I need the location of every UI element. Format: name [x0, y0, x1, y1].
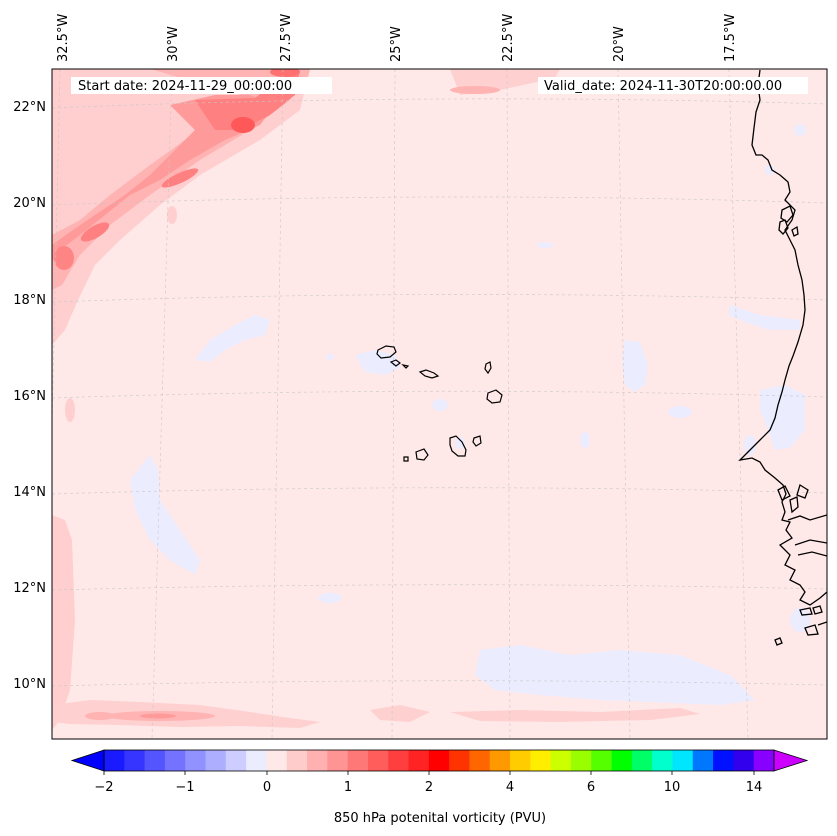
colorbar-segment [631, 750, 653, 771]
lat-label-18n: 18°N [13, 293, 46, 308]
colorbar-segment [469, 750, 491, 771]
colorbar-segment [124, 750, 146, 771]
pv-positive-band-west [52, 515, 75, 730]
colorbar-segment [144, 750, 166, 771]
cbar-tick-label: −1 [175, 780, 194, 795]
colorbar-segment [753, 750, 775, 771]
colorbar-segment [266, 750, 288, 771]
cbar-tick-label: 10 [664, 780, 681, 795]
colorbar-segment [449, 750, 470, 771]
cbar-tick-label: 2 [425, 780, 433, 795]
lat-label-10n: 10°N [13, 677, 46, 692]
colorbar: −2 −1 0 1 2 4 6 10 14 850 hPa potenital … [70, 749, 809, 826]
brava-island [403, 456, 409, 462]
lon-label-17-5w: 17.5°W [723, 14, 738, 62]
colorbar-ticks [103, 771, 755, 775]
colorbar-segment [104, 750, 125, 771]
colorbar-segment [530, 750, 552, 771]
colorbar-label: 850 hPa potenital vorticity (PVU) [334, 811, 546, 826]
colorbar-segment [388, 750, 410, 771]
colorbar-segment [692, 750, 714, 771]
santo-antao-island [376, 345, 397, 359]
date-header: Start date: 2024-11-29_00:00:00 Valid_da… [71, 77, 808, 94]
colorbar-frame [103, 749, 775, 772]
cbar-tick-label: 4 [506, 780, 514, 795]
colorbar-segment [591, 750, 613, 771]
colorbar-extend-high [773, 749, 809, 772]
start-date-box [71, 77, 332, 94]
colorbar-segment [286, 750, 308, 771]
pv-positive-band-south [52, 700, 700, 728]
lon-label-30w: 30°W [166, 26, 181, 62]
lon-label-32-5w: 32.5°W [56, 14, 71, 62]
colorbar-segment [611, 750, 633, 771]
cbar-tick-label: 6 [587, 780, 595, 795]
colorbar-segment [510, 750, 531, 771]
lon-label-25w: 25°W [389, 26, 404, 62]
cbar-tick-label: 1 [344, 780, 352, 795]
african-coastline [738, 69, 827, 646]
cbar-tick-label: 0 [263, 780, 271, 795]
colorbar-segment [428, 750, 450, 771]
colorbar-extend-low [70, 749, 105, 772]
colorbar-segment [713, 750, 734, 771]
longitude-labels: 32.5°W 30°W 27.5°W 25°W 22.5°W 20°W 17.5… [56, 14, 738, 62]
sal-island [484, 361, 492, 375]
cbar-tick-label: 14 [746, 780, 763, 795]
colorbar-segment [550, 750, 572, 771]
latitude-labels: 22°N 20°N 18°N 16°N 14°N 12°N 10°N [13, 100, 46, 692]
sao-vicente-island [389, 359, 401, 367]
map-gridlines [52, 69, 827, 739]
lat-label-12n: 12°N [13, 581, 46, 596]
sao-nicolau-island [418, 369, 440, 379]
colorbar-segment [347, 750, 369, 771]
colorbar-segment [164, 750, 186, 771]
colorbar-segment [489, 750, 511, 771]
colorbar-segment [185, 750, 207, 771]
colorbar-segment [652, 750, 673, 771]
colorbar-segment [205, 750, 227, 771]
lon-label-27-5w: 27.5°W [279, 14, 294, 62]
map-frame [51, 68, 828, 740]
lat-label-22n: 22°N [13, 100, 46, 115]
valid-date-box [538, 77, 808, 94]
colorbar-segment [367, 750, 389, 771]
lat-label-16n: 16°N [13, 389, 46, 404]
cbar-tick-label: −2 [94, 780, 113, 795]
fogo-island [415, 448, 429, 461]
lon-label-20w: 20°W [612, 26, 627, 62]
colorbar-segment [570, 750, 592, 771]
santa-luzia-island [401, 364, 410, 369]
colorbar-segment [327, 750, 349, 771]
colorbar-segments [104, 750, 775, 771]
colorbar-segment [408, 750, 430, 771]
boa-vista-island [486, 389, 503, 404]
pv-positive-streak-northwest [52, 69, 560, 422]
colorbar-segment [246, 750, 267, 771]
colorbar-segment [672, 750, 694, 771]
pv-negative-patches [130, 124, 810, 705]
lat-label-20n: 20°N [13, 196, 46, 211]
cape-verde-islands [376, 345, 503, 462]
colorbar-segment [733, 750, 755, 771]
map-area [52, 69, 827, 739]
start-date-text: Start date: 2024-11-29_00:00:00 [78, 79, 292, 94]
colorbar-segment [307, 750, 328, 771]
lon-label-22-5w: 22.5°W [501, 14, 516, 62]
santiago-island [449, 435, 467, 457]
valid-date-text: Valid_date: 2024-11-30T20:00:00.00 [544, 79, 782, 94]
colorbar-segment [225, 750, 247, 771]
maio-island [472, 435, 482, 447]
lat-label-14n: 14°N [13, 485, 46, 500]
colorbar-tick-labels: −2 −1 0 1 2 4 6 10 14 [94, 780, 762, 795]
